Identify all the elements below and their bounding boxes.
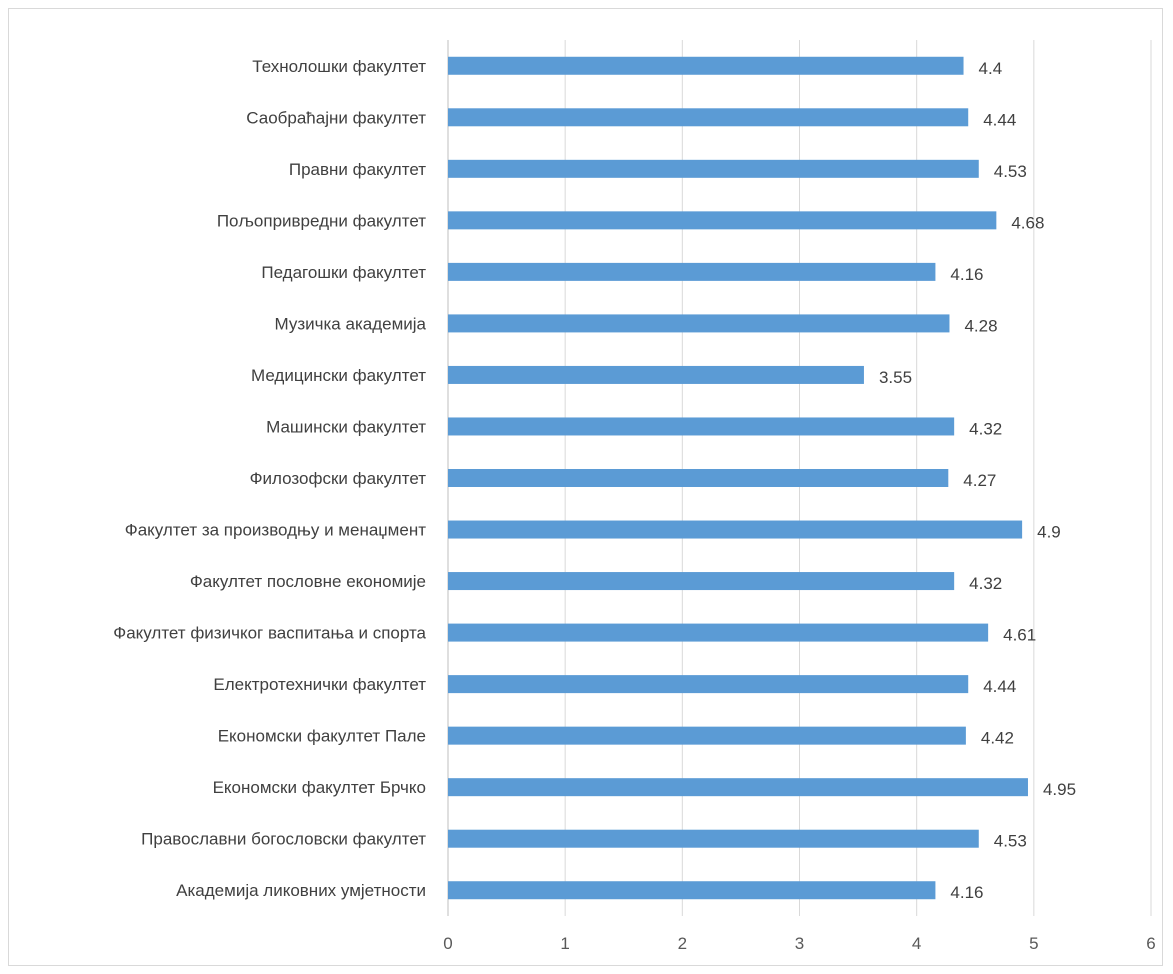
category-label: Пољопривредни факултет — [217, 211, 426, 230]
category-label: Саобраћајни факултет — [246, 108, 426, 127]
x-tick-label: 3 — [795, 934, 804, 953]
data-label: 4.9 — [1037, 523, 1061, 542]
category-label: Филозофски факултет — [250, 469, 427, 488]
bar — [448, 520, 1023, 539]
x-tick-label: 0 — [443, 934, 452, 953]
category-label: Факултет за производњу и менаџмент — [125, 521, 426, 540]
data-label: 4.32 — [969, 419, 1002, 438]
data-label: 4.16 — [950, 883, 983, 902]
category-label: Машински факултет — [266, 417, 426, 436]
data-label: 4.44 — [983, 110, 1016, 129]
x-tick-label: 2 — [678, 934, 687, 953]
category-label: Факултет пословне економије — [190, 572, 426, 591]
bar — [448, 675, 969, 694]
data-label: 4.44 — [983, 677, 1016, 696]
category-label: Технолошки факултет — [252, 57, 426, 76]
bar — [448, 262, 936, 281]
gridlines — [564, 40, 1152, 916]
category-label: Музичка академија — [275, 314, 427, 333]
data-label: 4.4 — [979, 59, 1003, 78]
data-label: 4.27 — [963, 471, 996, 490]
data-label: 4.95 — [1043, 780, 1076, 799]
category-label: Медицински факултет — [251, 366, 426, 385]
category-label: Електротехнички факултет — [213, 675, 426, 694]
category-label: Православни богословски факултет — [141, 830, 426, 849]
data-label: 4.68 — [1011, 213, 1044, 232]
x-tick-label: 6 — [1146, 934, 1155, 953]
bar — [448, 469, 949, 487]
data-label: 4.53 — [994, 832, 1027, 851]
data-label: 4.32 — [969, 574, 1002, 593]
bar — [448, 365, 864, 384]
category-label: Правни факултет — [289, 160, 426, 179]
bar — [448, 829, 979, 848]
category-label: Педагошки факултет — [261, 263, 426, 282]
bar — [448, 211, 997, 230]
x-tick-label: 1 — [560, 934, 569, 953]
data-label: 3.55 — [879, 368, 912, 387]
data-label: 4.16 — [950, 265, 983, 284]
category-label: Академија ликовних умјетности — [176, 881, 426, 900]
category-label: Економски факултет Пале — [218, 727, 426, 746]
bar — [448, 108, 969, 127]
data-label: 4.28 — [964, 316, 997, 335]
category-label: Економски факултет Брчко — [213, 778, 426, 797]
bar — [448, 417, 955, 436]
bar — [448, 159, 979, 178]
bar — [448, 881, 936, 900]
data-label: 4.53 — [994, 162, 1027, 181]
bars — [448, 56, 1028, 900]
x-tick-label: 4 — [912, 934, 921, 953]
data-label: 4.61 — [1003, 626, 1036, 645]
bar — [448, 623, 989, 642]
bar — [448, 314, 950, 333]
labels: 0 1 2 3 4 5 6 Технолошки факултет 4.4 Саобраћајни… — [113, 57, 1155, 953]
category-label: Факултет физичког васпитања и спорта — [113, 624, 426, 643]
x-tick-label: 5 — [1029, 934, 1038, 953]
bar — [448, 56, 964, 75]
bar — [448, 778, 1028, 797]
data-label: 4.42 — [981, 729, 1014, 748]
bar — [448, 726, 966, 745]
bar — [448, 572, 955, 591]
